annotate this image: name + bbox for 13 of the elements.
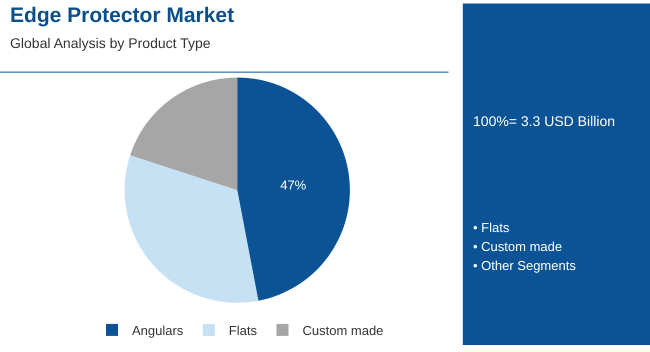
text: • Other Segments	[473, 258, 576, 273]
pie-slice	[124, 155, 258, 303]
legend-label: Custom made	[302, 322, 384, 338]
legend-label: Flats	[228, 322, 258, 338]
data-label: 47%	[280, 177, 307, 192]
pie-slice	[237, 77, 350, 301]
pie-slice	[130, 77, 238, 190]
text: • Custom made	[473, 239, 562, 254]
chart-title: Edge Protector Market	[10, 4, 234, 27]
chart-subtitle: Global Analysis by Product Type	[10, 35, 211, 51]
text: 100%= 3.3 USD Billion	[473, 113, 616, 129]
legend-label: Angulars	[132, 322, 184, 338]
text: • Flats	[473, 220, 510, 235]
